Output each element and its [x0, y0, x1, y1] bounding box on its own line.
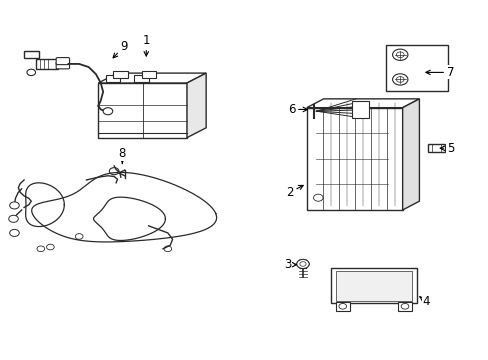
Text: 3: 3: [284, 258, 296, 271]
Circle shape: [10, 229, 19, 237]
Polygon shape: [186, 73, 206, 138]
Text: 8: 8: [119, 147, 126, 163]
FancyBboxPatch shape: [335, 302, 349, 311]
Circle shape: [396, 77, 403, 82]
FancyBboxPatch shape: [134, 75, 148, 82]
Circle shape: [10, 202, 19, 209]
Circle shape: [299, 262, 305, 266]
Circle shape: [296, 259, 308, 269]
Text: 1: 1: [142, 34, 150, 56]
Circle shape: [313, 194, 323, 201]
Circle shape: [103, 108, 112, 115]
Polygon shape: [306, 108, 402, 210]
Polygon shape: [98, 83, 186, 138]
FancyBboxPatch shape: [397, 302, 411, 311]
Polygon shape: [306, 99, 419, 108]
FancyBboxPatch shape: [24, 51, 40, 58]
Circle shape: [400, 303, 408, 309]
Polygon shape: [142, 71, 156, 78]
Polygon shape: [98, 73, 206, 83]
FancyBboxPatch shape: [330, 268, 416, 303]
Text: 4: 4: [419, 295, 429, 308]
FancyBboxPatch shape: [105, 75, 120, 82]
Text: 9: 9: [113, 40, 127, 58]
Text: 5: 5: [439, 142, 453, 155]
Circle shape: [392, 49, 407, 60]
Polygon shape: [402, 99, 419, 210]
Polygon shape: [113, 71, 127, 78]
FancyBboxPatch shape: [36, 59, 58, 69]
Text: 6: 6: [287, 103, 307, 116]
Text: 2: 2: [285, 185, 303, 199]
FancyBboxPatch shape: [56, 62, 69, 69]
Text: 7: 7: [425, 66, 453, 79]
Circle shape: [396, 52, 403, 58]
Circle shape: [392, 74, 407, 85]
FancyBboxPatch shape: [56, 58, 69, 65]
FancyBboxPatch shape: [335, 271, 411, 301]
FancyBboxPatch shape: [427, 144, 444, 153]
Circle shape: [338, 303, 346, 309]
Circle shape: [9, 215, 18, 222]
FancyBboxPatch shape: [351, 100, 368, 118]
